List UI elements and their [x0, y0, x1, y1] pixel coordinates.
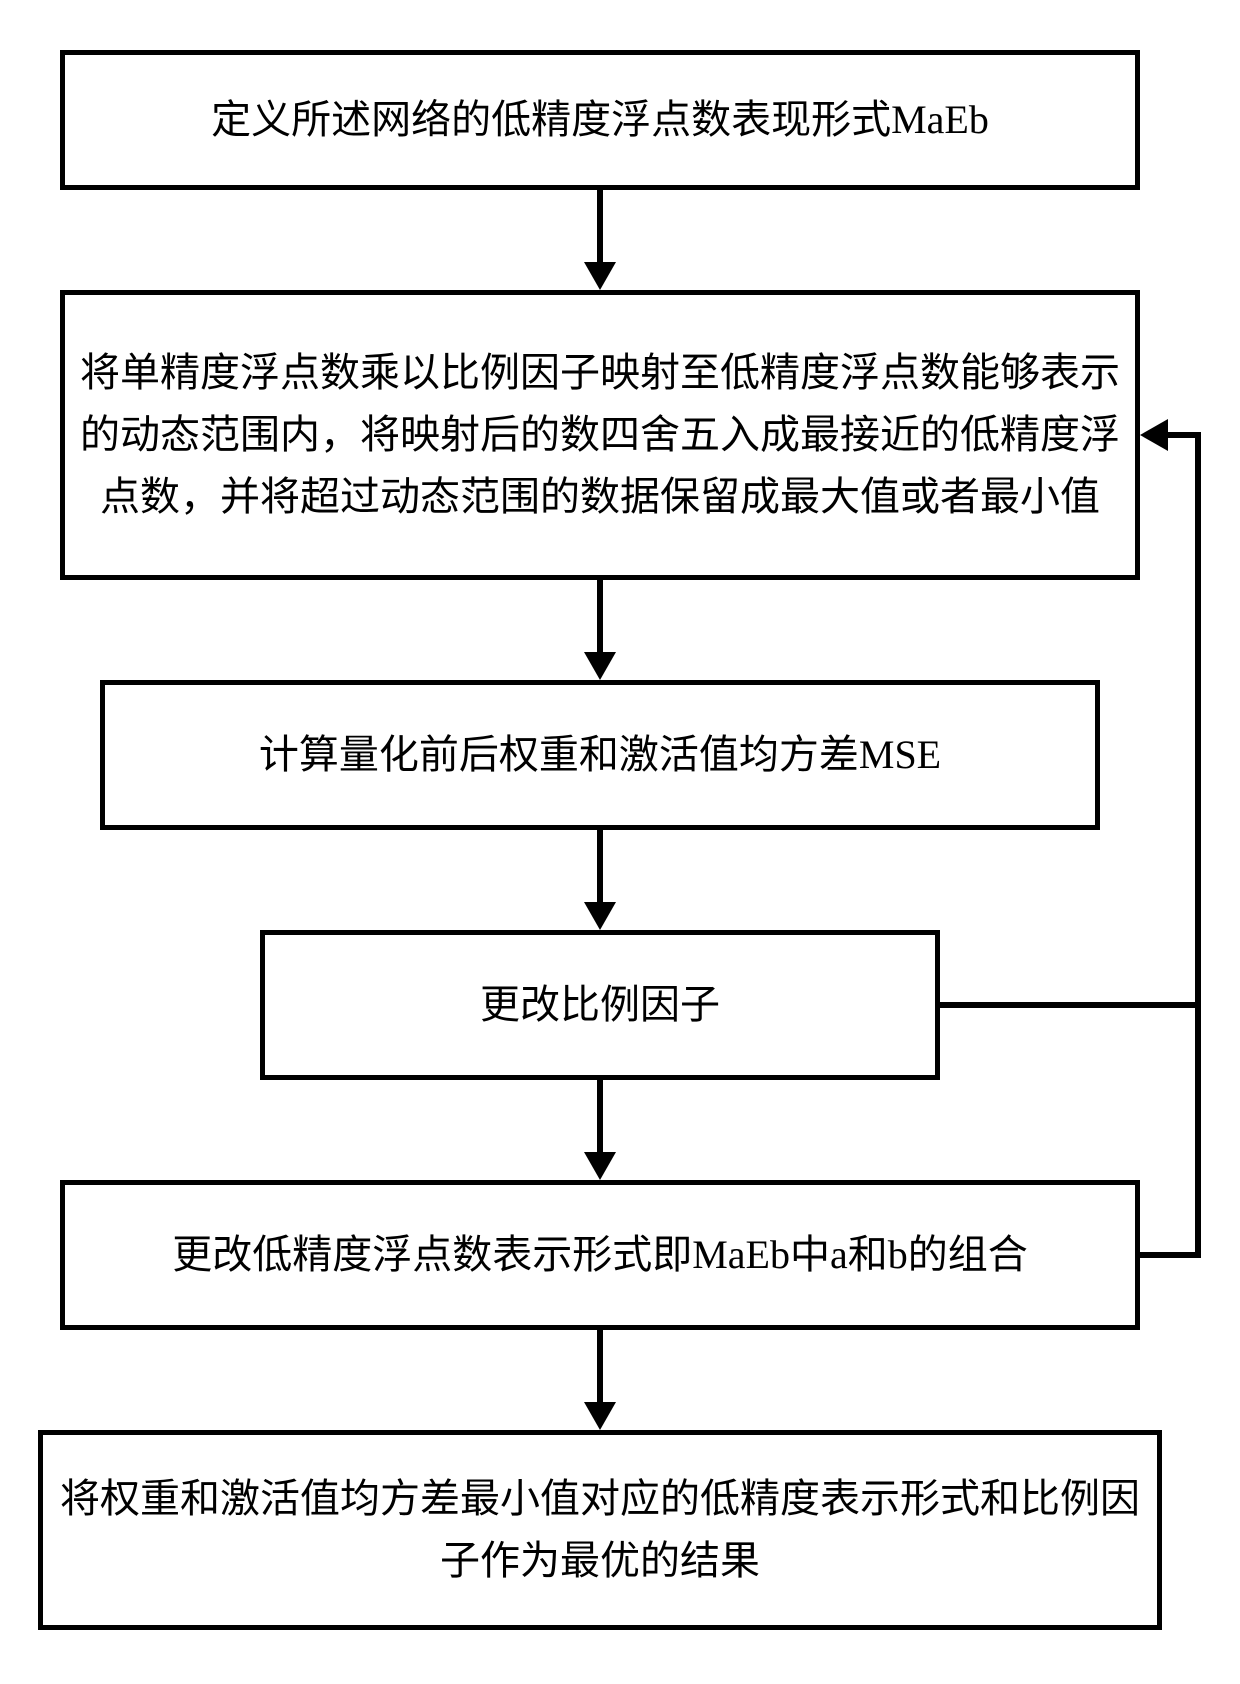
feedback-line-h1: [940, 1002, 1198, 1008]
box-change-maeb: 更改低精度浮点数表示形式即MaEb中a和b的组合: [60, 1180, 1140, 1330]
feedback-arrow-head: [1140, 419, 1168, 451]
arrow-down-head: [584, 1152, 616, 1180]
feedback-line-h3: [1168, 432, 1198, 438]
arrow-down-line: [597, 830, 603, 902]
box-map-scale: 将单精度浮点数乘以比例因子映射至低精度浮点数能够表示的动态范围内，将映射后的数四…: [60, 290, 1140, 580]
arrow-down-head: [584, 902, 616, 930]
box-text: 定义所述网络的低精度浮点数表现形式MaEb: [65, 89, 1135, 151]
box-result: 将权重和激活值均方差最小值对应的低精度表示形式和比例因子作为最优的结果: [38, 1430, 1162, 1630]
box-text: 计算量化前后权重和激活值均方差MSE: [105, 724, 1095, 786]
flowchart-canvas: 定义所述网络的低精度浮点数表现形式MaEb 将单精度浮点数乘以比例因子映射至低精…: [0, 0, 1240, 1684]
box-text: 将权重和激活值均方差最小值对应的低精度表示形式和比例因子作为最优的结果: [43, 1468, 1157, 1592]
box-text: 将单精度浮点数乘以比例因子映射至低精度浮点数能够表示的动态范围内，将映射后的数四…: [65, 342, 1135, 528]
arrow-down-line: [597, 1330, 603, 1402]
arrow-down-line: [597, 1080, 603, 1152]
box-text: 更改低精度浮点数表示形式即MaEb中a和b的组合: [65, 1224, 1135, 1286]
feedback-line-v: [1195, 432, 1201, 1258]
box-mse: 计算量化前后权重和激活值均方差MSE: [100, 680, 1100, 830]
feedback-line-h2: [1140, 1252, 1198, 1258]
box-define-maeb: 定义所述网络的低精度浮点数表现形式MaEb: [60, 50, 1140, 190]
arrow-down-line: [597, 580, 603, 652]
arrow-down-line: [597, 190, 603, 262]
arrow-down-head: [584, 262, 616, 290]
arrow-down-head: [584, 1402, 616, 1430]
box-text: 更改比例因子: [265, 974, 935, 1036]
box-change-scale: 更改比例因子: [260, 930, 940, 1080]
arrow-down-head: [584, 652, 616, 680]
